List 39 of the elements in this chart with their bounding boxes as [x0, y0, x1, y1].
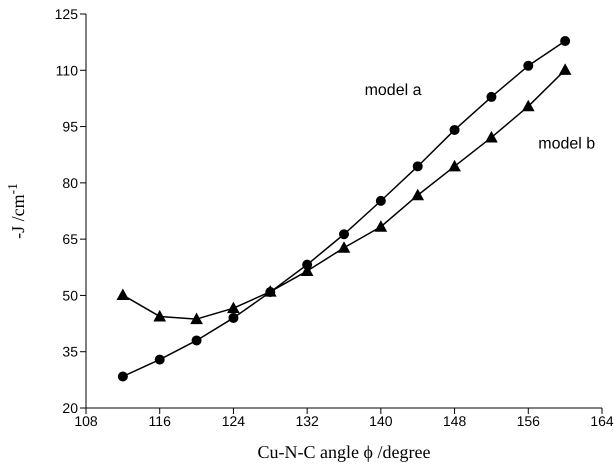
x-axis-title: Cu-N-C angle ϕ /degree [258, 442, 430, 462]
point [339, 229, 349, 240]
x-tick-label: 116 [148, 412, 172, 429]
point [485, 131, 498, 142]
point [190, 313, 203, 324]
point [448, 160, 461, 172]
point [560, 36, 570, 46]
point [450, 124, 460, 135]
point [559, 64, 572, 75]
point [374, 220, 387, 232]
x-tick-label: 156 [516, 412, 540, 429]
point [412, 161, 423, 172]
x-tick-label: 124 [222, 412, 246, 429]
y-tick-label: 95 [62, 118, 78, 135]
x-tick-label: 164 [590, 412, 614, 429]
point [154, 310, 166, 322]
point [227, 302, 240, 314]
y-tick-label: 50 [62, 287, 78, 304]
x-tick-label: 132 [295, 412, 320, 429]
y-tick-label: 125 [54, 6, 78, 22]
text: model a [364, 82, 422, 99]
point [412, 189, 424, 200]
y-tick-label: 65 [62, 231, 78, 248]
point [154, 354, 165, 365]
y-tick-label: 35 [62, 344, 78, 360]
point [228, 312, 238, 323]
y-tick-label: 110 [56, 62, 78, 78]
x-tick-label: 148 [442, 412, 466, 429]
point [118, 371, 128, 382]
point [192, 335, 202, 346]
point [486, 92, 496, 102]
point [116, 289, 129, 300]
point [522, 100, 534, 112]
point [338, 242, 350, 253]
x-tick-label: 140 [369, 412, 393, 429]
series-label: model b [538, 135, 596, 152]
point [523, 60, 534, 71]
y-tick-label: 80 [62, 174, 78, 191]
point [376, 196, 386, 206]
